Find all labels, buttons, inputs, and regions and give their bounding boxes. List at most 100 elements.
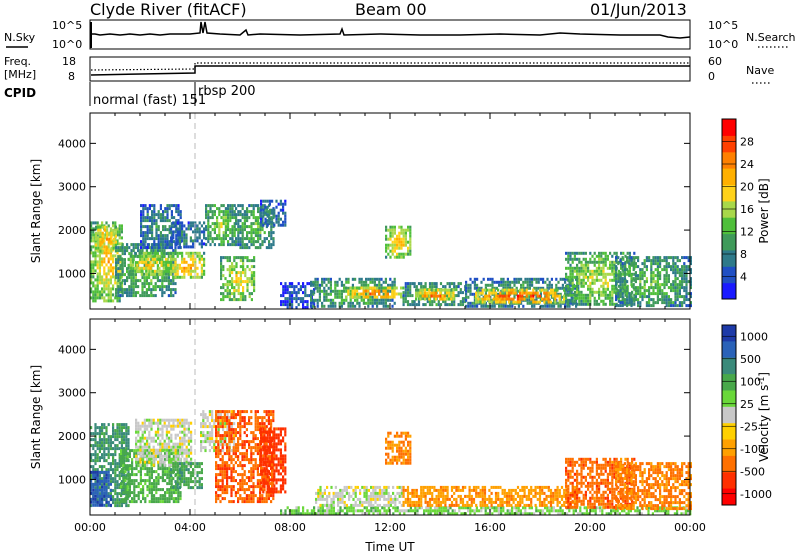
data-cell — [288, 300, 291, 304]
data-cell — [135, 500, 138, 504]
data-cell — [639, 277, 642, 281]
data-cell — [643, 274, 646, 278]
data-cell — [558, 300, 561, 304]
data-cell — [578, 293, 581, 297]
data-cell — [453, 285, 456, 289]
data-cell — [168, 418, 171, 422]
data-cell — [116, 239, 119, 243]
data-cell — [167, 255, 170, 259]
data-cell — [626, 295, 629, 299]
data-cell — [439, 294, 442, 298]
data-cell — [129, 257, 132, 261]
data-cell — [573, 290, 576, 294]
data-cell — [139, 473, 142, 477]
data-cell — [189, 266, 192, 270]
nave-tick-top: 60 — [708, 55, 722, 68]
data-cell — [257, 210, 260, 214]
data-cell — [177, 207, 180, 211]
data-cell — [243, 243, 246, 247]
data-cell — [670, 304, 673, 308]
data-cell — [674, 304, 677, 308]
data-cell — [665, 304, 668, 308]
data-cell — [584, 281, 587, 285]
data-cell — [407, 246, 410, 250]
data-cell — [584, 266, 587, 270]
data-cell — [231, 228, 234, 232]
data-cell — [163, 448, 166, 452]
data-cell — [159, 421, 162, 425]
data-cell — [101, 237, 104, 241]
data-cell — [136, 269, 139, 273]
data-cell — [270, 243, 273, 247]
data-cell — [176, 454, 179, 458]
data-cell — [142, 237, 145, 241]
data-cell — [329, 298, 332, 302]
data-cell — [90, 426, 93, 430]
data-cell — [92, 470, 95, 474]
data-cell — [97, 243, 100, 247]
data-cell — [140, 272, 143, 276]
data-cell — [371, 277, 374, 281]
data-cell — [504, 283, 507, 287]
data-cell — [94, 462, 97, 466]
data-cell — [150, 288, 153, 292]
colorbar-segment — [722, 282, 736, 300]
data-cell — [162, 251, 165, 255]
data-cell — [417, 297, 421, 301]
data-cell — [650, 274, 653, 278]
data-cell — [94, 423, 97, 427]
data-cell — [323, 295, 326, 299]
data-cell — [491, 286, 494, 290]
data-cell — [386, 295, 389, 299]
data-cell — [189, 275, 192, 279]
data-cell — [443, 288, 446, 292]
data-cell — [441, 294, 444, 298]
data-cell — [522, 286, 525, 290]
data-cell — [659, 298, 662, 302]
data-cell — [131, 473, 134, 477]
colorbar-segment — [722, 266, 736, 284]
data-cell — [652, 271, 655, 275]
data-cell — [192, 224, 195, 228]
data-cell — [142, 458, 145, 462]
data-cell — [525, 288, 528, 292]
data-cell — [154, 448, 157, 452]
scatter-blob-13 — [345, 286, 405, 299]
data-cell — [661, 292, 664, 296]
data-cell — [198, 260, 201, 264]
data-cell — [641, 295, 644, 299]
data-cell — [143, 282, 146, 286]
data-cell — [185, 439, 188, 443]
data-cell — [268, 231, 271, 235]
data-cell — [164, 243, 167, 247]
data-cell — [116, 447, 119, 451]
data-cell — [135, 452, 138, 456]
data-cell — [634, 271, 637, 275]
data-cell — [411, 282, 414, 286]
data-cell — [146, 237, 149, 241]
data-cell — [96, 498, 99, 502]
data-cell — [589, 260, 592, 264]
data-cell — [407, 249, 410, 253]
data-cell — [569, 299, 572, 303]
data-cell — [120, 461, 123, 465]
data-cell — [187, 266, 190, 270]
data-cell — [117, 255, 120, 259]
data-cell — [162, 213, 165, 217]
data-cell — [160, 251, 163, 255]
data-cell — [569, 281, 572, 285]
data-cell — [159, 237, 162, 241]
data-cell — [121, 246, 124, 250]
data-cell — [101, 491, 104, 495]
data-cell — [181, 442, 184, 446]
data-cell — [467, 301, 470, 305]
data-cell — [591, 278, 594, 282]
data-cell — [369, 298, 372, 302]
data-cell — [244, 298, 247, 302]
data-cell — [571, 302, 574, 306]
data-cell — [648, 286, 651, 290]
data-cell — [262, 223, 265, 227]
data-cell — [654, 256, 657, 260]
data-cell — [508, 297, 511, 301]
data-cell — [97, 240, 100, 244]
